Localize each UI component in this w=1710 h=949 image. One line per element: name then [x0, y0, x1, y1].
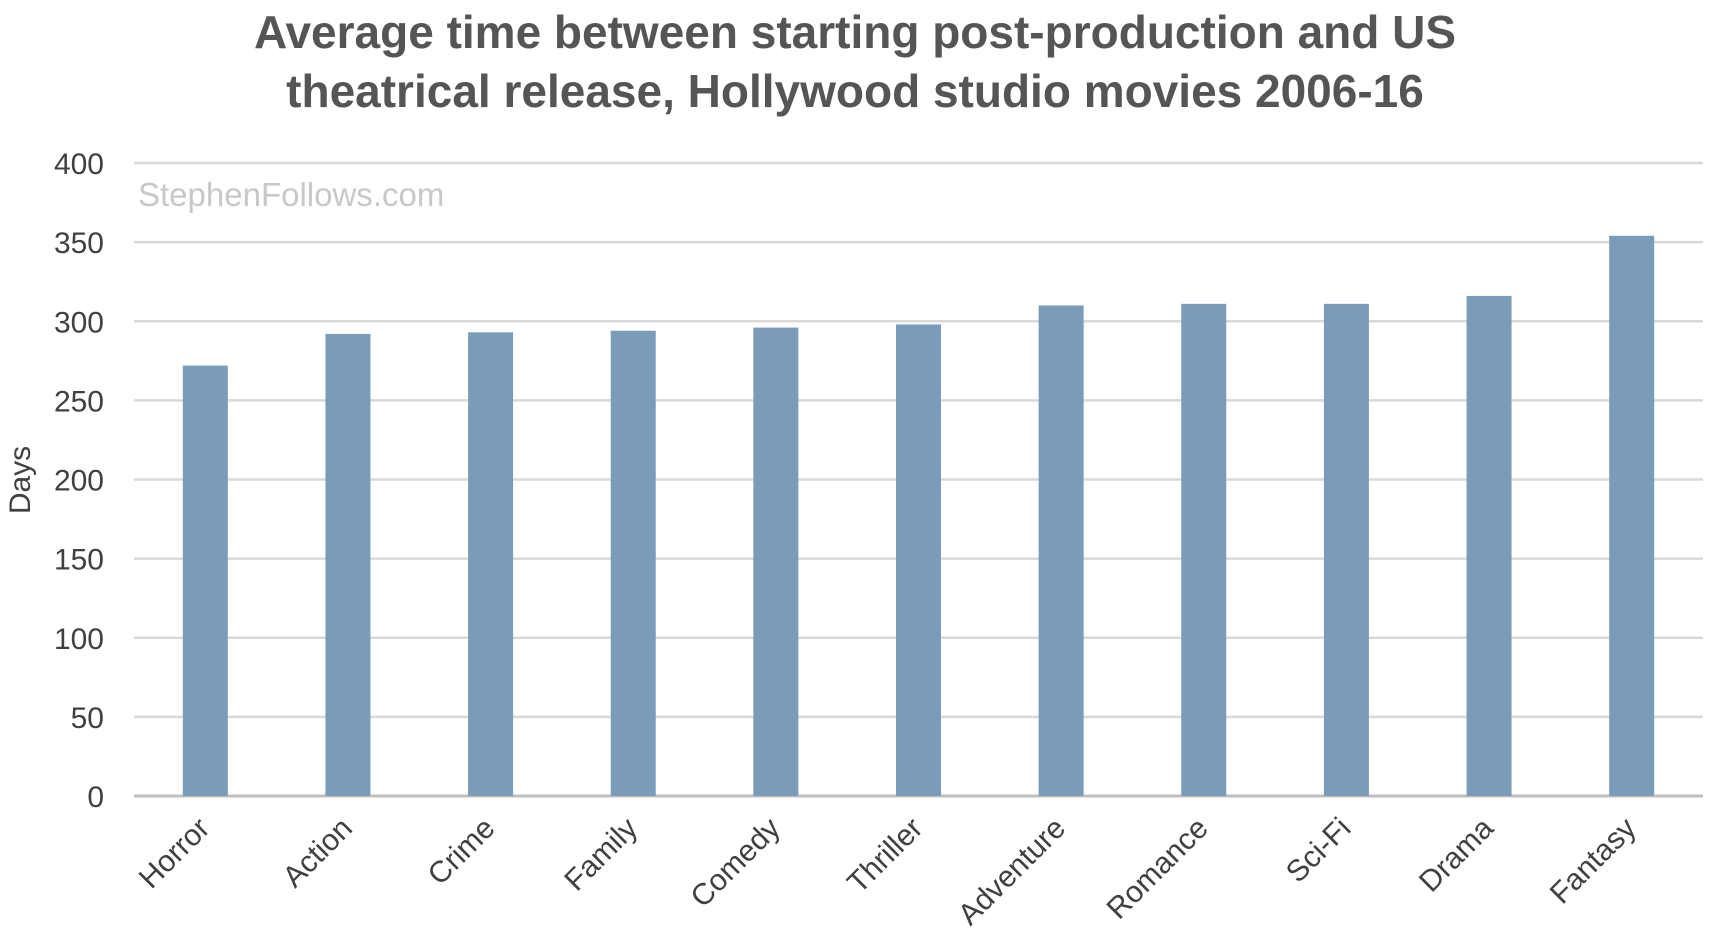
- x-tick-label: Adventure: [952, 812, 1072, 932]
- y-tick-label: 50: [71, 702, 104, 735]
- bar-adventure: [1038, 305, 1084, 796]
- x-tick-label: Crime: [422, 812, 502, 892]
- bar-thriller: [896, 324, 941, 796]
- watermark-text: StephenFollows.com: [138, 176, 444, 213]
- bar-romance: [1181, 303, 1227, 796]
- y-tick-label: 350: [54, 227, 104, 260]
- y-tick-label: 100: [54, 623, 104, 656]
- y-axis-ticks: 0 50 100 150 200 250 300 350 400: [54, 148, 104, 814]
- x-tick-label: Fantasy: [1544, 812, 1643, 911]
- bar-sci-fi: [1323, 303, 1369, 796]
- y-tick-label: 250: [54, 385, 104, 418]
- x-tick-label: Action: [277, 812, 359, 894]
- x-tick-label: Romance: [1101, 812, 1215, 926]
- chart-title-line-2: theatrical release, Hollywood studio mov…: [286, 65, 1424, 117]
- x-tick-label: Drama: [1413, 811, 1500, 898]
- y-tick-label: 0: [87, 781, 104, 814]
- x-tick-label: Comedy: [684, 812, 786, 914]
- bar-horror: [182, 365, 228, 796]
- y-tick-label: 400: [54, 148, 104, 181]
- chart-title-line-1: Average time between starting post-produ…: [254, 6, 1456, 58]
- y-tick-label: 150: [54, 544, 104, 577]
- y-axis-label: Days: [4, 446, 37, 514]
- bars: [182, 235, 1655, 797]
- bar-fantasy: [1609, 235, 1655, 797]
- bar-family: [610, 330, 656, 796]
- bar-comedy: [753, 327, 799, 796]
- y-tick-label: 200: [54, 465, 104, 498]
- x-tick-label: Sci-Fi: [1280, 812, 1358, 890]
- x-tick-label: Horror: [133, 812, 216, 895]
- x-tick-label: Thriller: [841, 812, 929, 900]
- x-axis-ticks: Horror Action Crime Family Comedy Thriller Adv…: [133, 811, 1643, 931]
- x-tick-label: Family: [558, 812, 644, 898]
- bar-drama: [1466, 295, 1512, 796]
- y-tick-label: 300: [54, 306, 104, 339]
- bar-crime: [468, 332, 514, 796]
- bar-action: [325, 333, 371, 796]
